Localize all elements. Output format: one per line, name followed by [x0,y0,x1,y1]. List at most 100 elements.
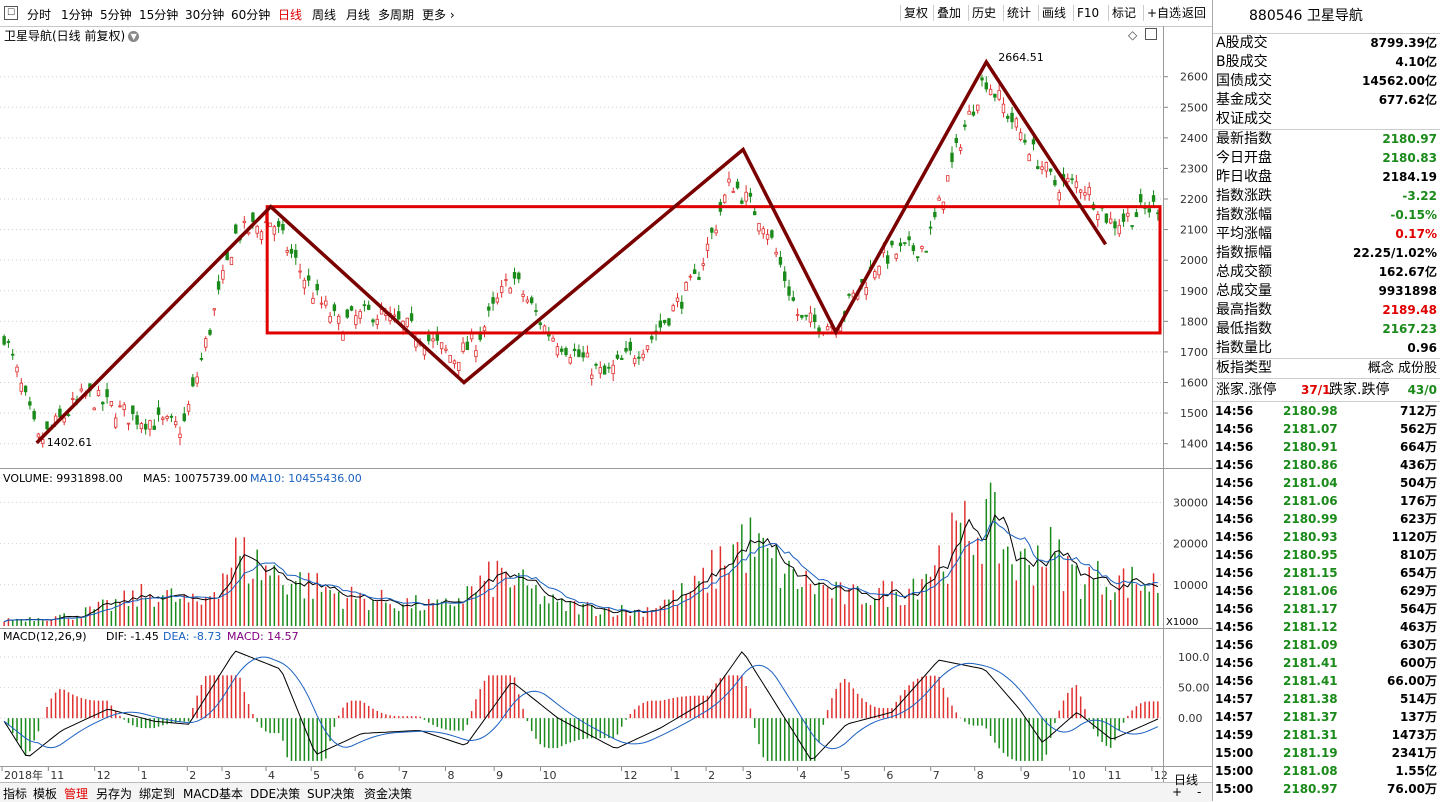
candle-body [182,413,186,422]
tool-overlay[interactable]: 叠加 [933,5,964,21]
candle-body [667,318,671,326]
tool-f10[interactable]: F10 [1073,5,1102,21]
stat-row: 总成交量 9931898 [1213,282,1440,301]
trade-price: 2180.86 [1283,458,1338,472]
board-type-row: 板指类型 概念 成份股 [1213,358,1440,378]
macd-tick-label: 0.00 [1178,712,1203,725]
candle-body [825,326,830,331]
candle-body [336,315,341,324]
tab-macd-basic[interactable]: MACD基本 [183,787,243,801]
trade-row: 14:57 2181.37 137万 [1213,708,1440,726]
candle-body [131,405,135,415]
candle-body [551,337,555,342]
period-fenshi[interactable]: 分时 [27,8,52,22]
trade-volume: 562万 [1399,422,1437,436]
trade-row: 14:56 2180.91 664万 [1213,438,1440,456]
tool-stats[interactable]: 统计 [1003,5,1034,21]
tool-fuquan[interactable]: 复权 [900,5,931,21]
period-indicator-daily[interactable]: 日线 [1174,773,1199,787]
price-tick-label: 2600 [1180,71,1208,84]
diamond-icon[interactable]: ◇ [1128,28,1138,42]
zoom-in-button[interactable]: + [1172,785,1183,799]
period-multi[interactable]: 多周期 [378,8,415,22]
trade-volume: 630万 [1399,638,1437,652]
stat-label: 昨日收盘 [1216,169,1272,185]
period-weekly[interactable]: 周线 [312,8,337,22]
tool-back[interactable]: 返回 [1178,5,1209,21]
tool-add-watchlist[interactable]: +自选 [1143,5,1184,21]
candle-body [611,364,615,374]
period-monthly[interactable]: 月线 [346,8,371,22]
period-daily[interactable]: 日线 [278,8,303,22]
stat-label: 指数涨幅 [1216,207,1272,223]
candle-body [405,317,409,327]
candle-body [915,256,920,259]
window-square-icon[interactable] [1145,28,1157,40]
zoom-out-button[interactable]: - [1197,785,1202,799]
trade-row: 14:56 2181.17 564万 [1213,600,1440,618]
candle-body [165,416,169,419]
period-5min[interactable]: 5分钟 [100,8,132,22]
candle-body [748,192,753,197]
period-30min[interactable]: 30分钟 [185,8,225,22]
chart-title[interactable]: 卫星导航(日线 前复权) ▼ [4,27,140,44]
tab-manage[interactable]: 管理 [64,787,89,801]
stat-label: 最高指数 [1216,302,1272,318]
tool-mark[interactable]: 标记 [1108,5,1139,21]
candle-body [615,354,620,359]
period-60min[interactable]: 60分钟 [231,8,271,22]
tab-save-as[interactable]: 另存为 [96,787,133,801]
candle-body [984,82,988,90]
tab-indicator[interactable]: 指标 [3,787,28,801]
period-1min[interactable]: 1分钟 [61,8,93,22]
trade-volume: 66.00万 [1387,674,1437,688]
trade-volume: 463万 [1399,620,1437,634]
trade-volume: 1473万 [1391,728,1437,742]
trade-row: 14:56 2180.93 1120万 [1213,528,1440,546]
tab-template[interactable]: 模板 [33,787,58,801]
candle-body [602,365,607,375]
period-15min[interactable]: 15分钟 [139,8,179,22]
stat-label: 指数振幅 [1216,245,1272,261]
board-type-value[interactable]: 概念 成份股 [1367,361,1437,376]
x-tick-label: 9 [496,769,503,782]
candle-body [161,417,165,420]
candle-body [542,325,547,333]
candle-body [894,253,898,259]
stat-label: 总成交量 [1216,283,1272,299]
volume-ma5-line [3,513,1159,623]
tool-history[interactable]: 历史 [968,5,999,21]
chevron-down-icon[interactable]: ▼ [128,31,140,42]
kline-chart[interactable]: 2664.51 1402.61 1400 1500 1600 1700 1800 1900 2… [0,0,1212,782]
x-tick-label: 10 [1072,769,1086,782]
menu-icon[interactable]: ☐ [4,6,18,20]
trade-price: 2181.31 [1283,728,1338,742]
price-tick-label: 1600 [1180,376,1208,389]
candle-body [650,336,654,340]
period-more[interactable]: 更多 › [422,6,455,23]
candle-body [66,414,71,416]
candle-body [890,240,894,246]
price-tick-label: 1700 [1180,346,1208,359]
candle-body [508,287,512,294]
candle-body [122,404,126,411]
x-tick-label: 7 [933,769,940,782]
stat-row: 最新指数 2180.97 [1213,129,1440,149]
stat-value: 0.17% [1395,227,1437,241]
candle-body [928,226,933,229]
price-tick-label: 2200 [1180,193,1208,206]
tab-dde[interactable]: DDE决策 [250,787,301,801]
stat-row: 平均涨幅 0.17% [1213,225,1440,244]
tick-trades-list[interactable]: 14:56 2180.98 712万 14:56 2181.07 562万 14:56 218… [1213,401,1440,798]
candle-body [101,401,105,405]
trade-row: 15:00 2181.19 2341万 [1213,744,1440,762]
price-tick-label: 2100 [1180,224,1208,237]
tab-fund[interactable]: 资金决策 [364,787,413,801]
candle-body [903,242,907,244]
tab-bind-to[interactable]: 绑定到 [139,787,176,801]
candle-body [362,304,367,307]
tab-sup[interactable]: SUP决策 [307,787,355,801]
trade-price: 2181.41 [1283,674,1338,688]
tool-draw[interactable]: 画线 [1038,5,1069,21]
trade-time: 14:56 [1215,584,1254,598]
